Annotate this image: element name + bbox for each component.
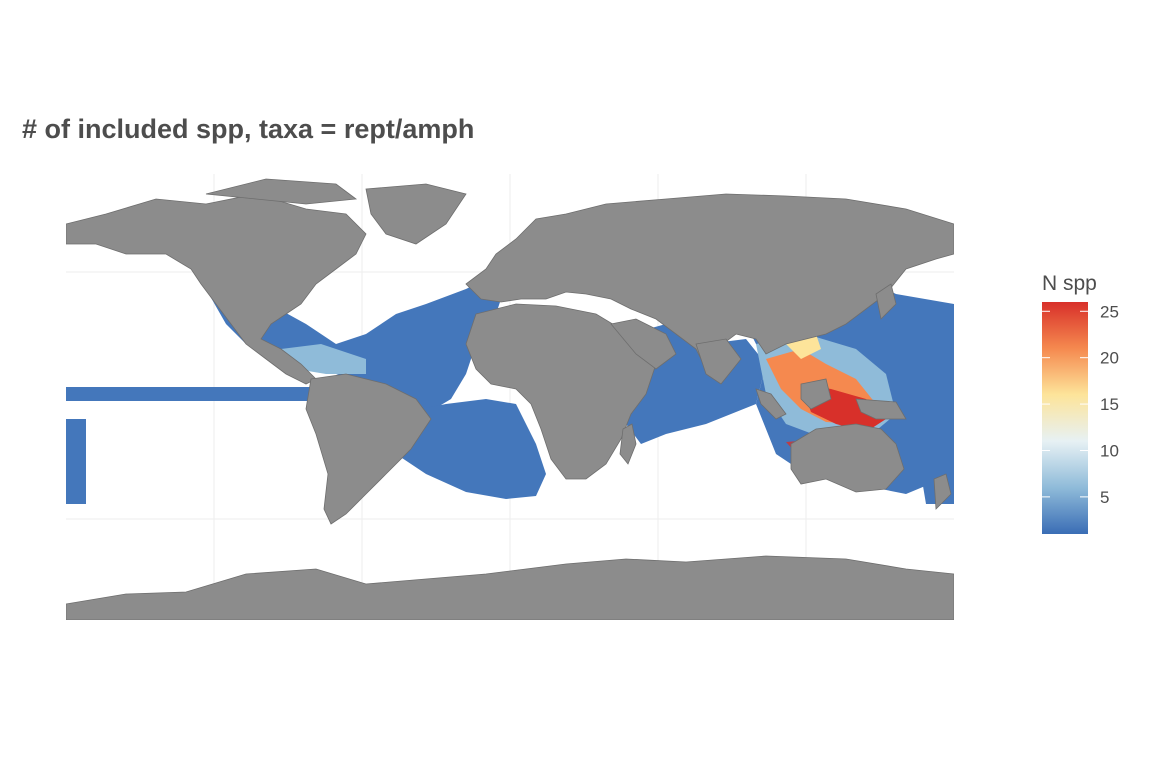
legend-tick-label: 10 — [1100, 441, 1119, 460]
south-america — [305, 373, 432, 525]
india — [695, 338, 742, 385]
legend-tick-label: 25 — [1100, 302, 1119, 321]
arctic-islands — [205, 178, 358, 205]
legend-title: N spp — [1042, 272, 1097, 295]
legend-gradient-bar — [1042, 302, 1088, 534]
legend-tick-label: 20 — [1100, 349, 1119, 368]
legend-tick-label: 15 — [1100, 395, 1119, 414]
africa — [465, 303, 657, 480]
richness-pacific-band — [66, 387, 316, 401]
arabia — [610, 318, 677, 370]
world-map-svg — [66, 174, 954, 620]
world-map — [66, 174, 954, 620]
sumatra — [755, 388, 787, 420]
map-title: # of included spp, taxa = rept/amph — [22, 114, 475, 144]
richness-south-pacific — [66, 419, 86, 504]
color-legend: N spp 5 10 15 20 25 — [1040, 272, 1140, 542]
north-america — [66, 193, 367, 385]
legend-colorbar: 5 10 15 20 25 — [1042, 302, 1119, 534]
new-zealand — [933, 473, 952, 510]
madagascar — [619, 423, 637, 465]
japan — [875, 283, 897, 320]
eurasia — [465, 193, 954, 370]
legend-tick-label: 5 — [1100, 488, 1109, 507]
antarctica — [66, 555, 954, 620]
greenland — [365, 183, 467, 245]
land-layer — [66, 178, 954, 620]
borneo — [800, 378, 832, 410]
australia — [790, 423, 905, 493]
new-guinea — [855, 398, 907, 420]
